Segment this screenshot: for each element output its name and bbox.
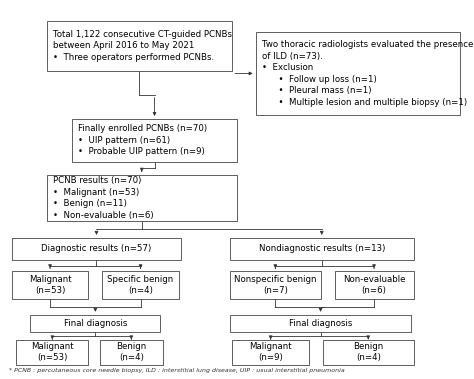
FancyBboxPatch shape <box>12 238 181 260</box>
Text: PCNB results (n=70)
•  Malignant (n=53)
•  Benign (n=11)
•  Non-evaluable (n=6): PCNB results (n=70) • Malignant (n=53) •… <box>53 176 153 219</box>
Text: Malignant
(n=53): Malignant (n=53) <box>31 342 73 362</box>
Text: Benign
(n=4): Benign (n=4) <box>353 342 383 362</box>
Text: Malignant
(n=9): Malignant (n=9) <box>249 342 292 362</box>
Text: * PCNB : percutaneous core needle biopsy, ILD : interstitial lung disease, UIP :: * PCNB : percutaneous core needle biopsy… <box>9 368 345 373</box>
Text: Nondiagnostic results (n=13): Nondiagnostic results (n=13) <box>259 244 385 254</box>
Text: Nonspecific benign
(n=7): Nonspecific benign (n=7) <box>234 275 317 295</box>
FancyBboxPatch shape <box>232 340 309 365</box>
Text: Final diagnosis: Final diagnosis <box>64 319 127 328</box>
FancyBboxPatch shape <box>102 271 179 299</box>
FancyBboxPatch shape <box>30 315 160 332</box>
FancyBboxPatch shape <box>12 271 88 299</box>
FancyBboxPatch shape <box>100 340 163 365</box>
FancyBboxPatch shape <box>46 20 232 70</box>
FancyBboxPatch shape <box>230 315 411 332</box>
FancyBboxPatch shape <box>335 271 413 299</box>
FancyBboxPatch shape <box>230 238 413 260</box>
Text: Total 1,122 consecutive CT-guided PCNBs
between April 2016 to May 2021
•  Three : Total 1,122 consecutive CT-guided PCNBs … <box>53 30 232 61</box>
FancyBboxPatch shape <box>323 340 413 365</box>
Text: Final diagnosis: Final diagnosis <box>289 319 352 328</box>
FancyBboxPatch shape <box>72 119 237 162</box>
Text: Specific benign
(n=4): Specific benign (n=4) <box>108 275 174 295</box>
Text: Finally enrolled PCNBs (n=70)
•  UIP pattern (n=61)
•  Probable UIP pattern (n=9: Finally enrolled PCNBs (n=70) • UIP patt… <box>78 124 207 156</box>
FancyBboxPatch shape <box>255 32 460 115</box>
FancyBboxPatch shape <box>46 175 237 221</box>
Text: Diagnostic results (n=57): Diagnostic results (n=57) <box>41 244 152 254</box>
FancyBboxPatch shape <box>230 271 320 299</box>
Text: Malignant
(n=53): Malignant (n=53) <box>29 275 72 295</box>
Text: Two thoracic radiologists evaluated the presence
of ILD (n=73).
•  Exclusion
   : Two thoracic radiologists evaluated the … <box>262 40 473 106</box>
Text: Benign
(n=4): Benign (n=4) <box>116 342 146 362</box>
Text: Non-evaluable
(n=6): Non-evaluable (n=6) <box>343 275 405 295</box>
FancyBboxPatch shape <box>16 340 88 365</box>
